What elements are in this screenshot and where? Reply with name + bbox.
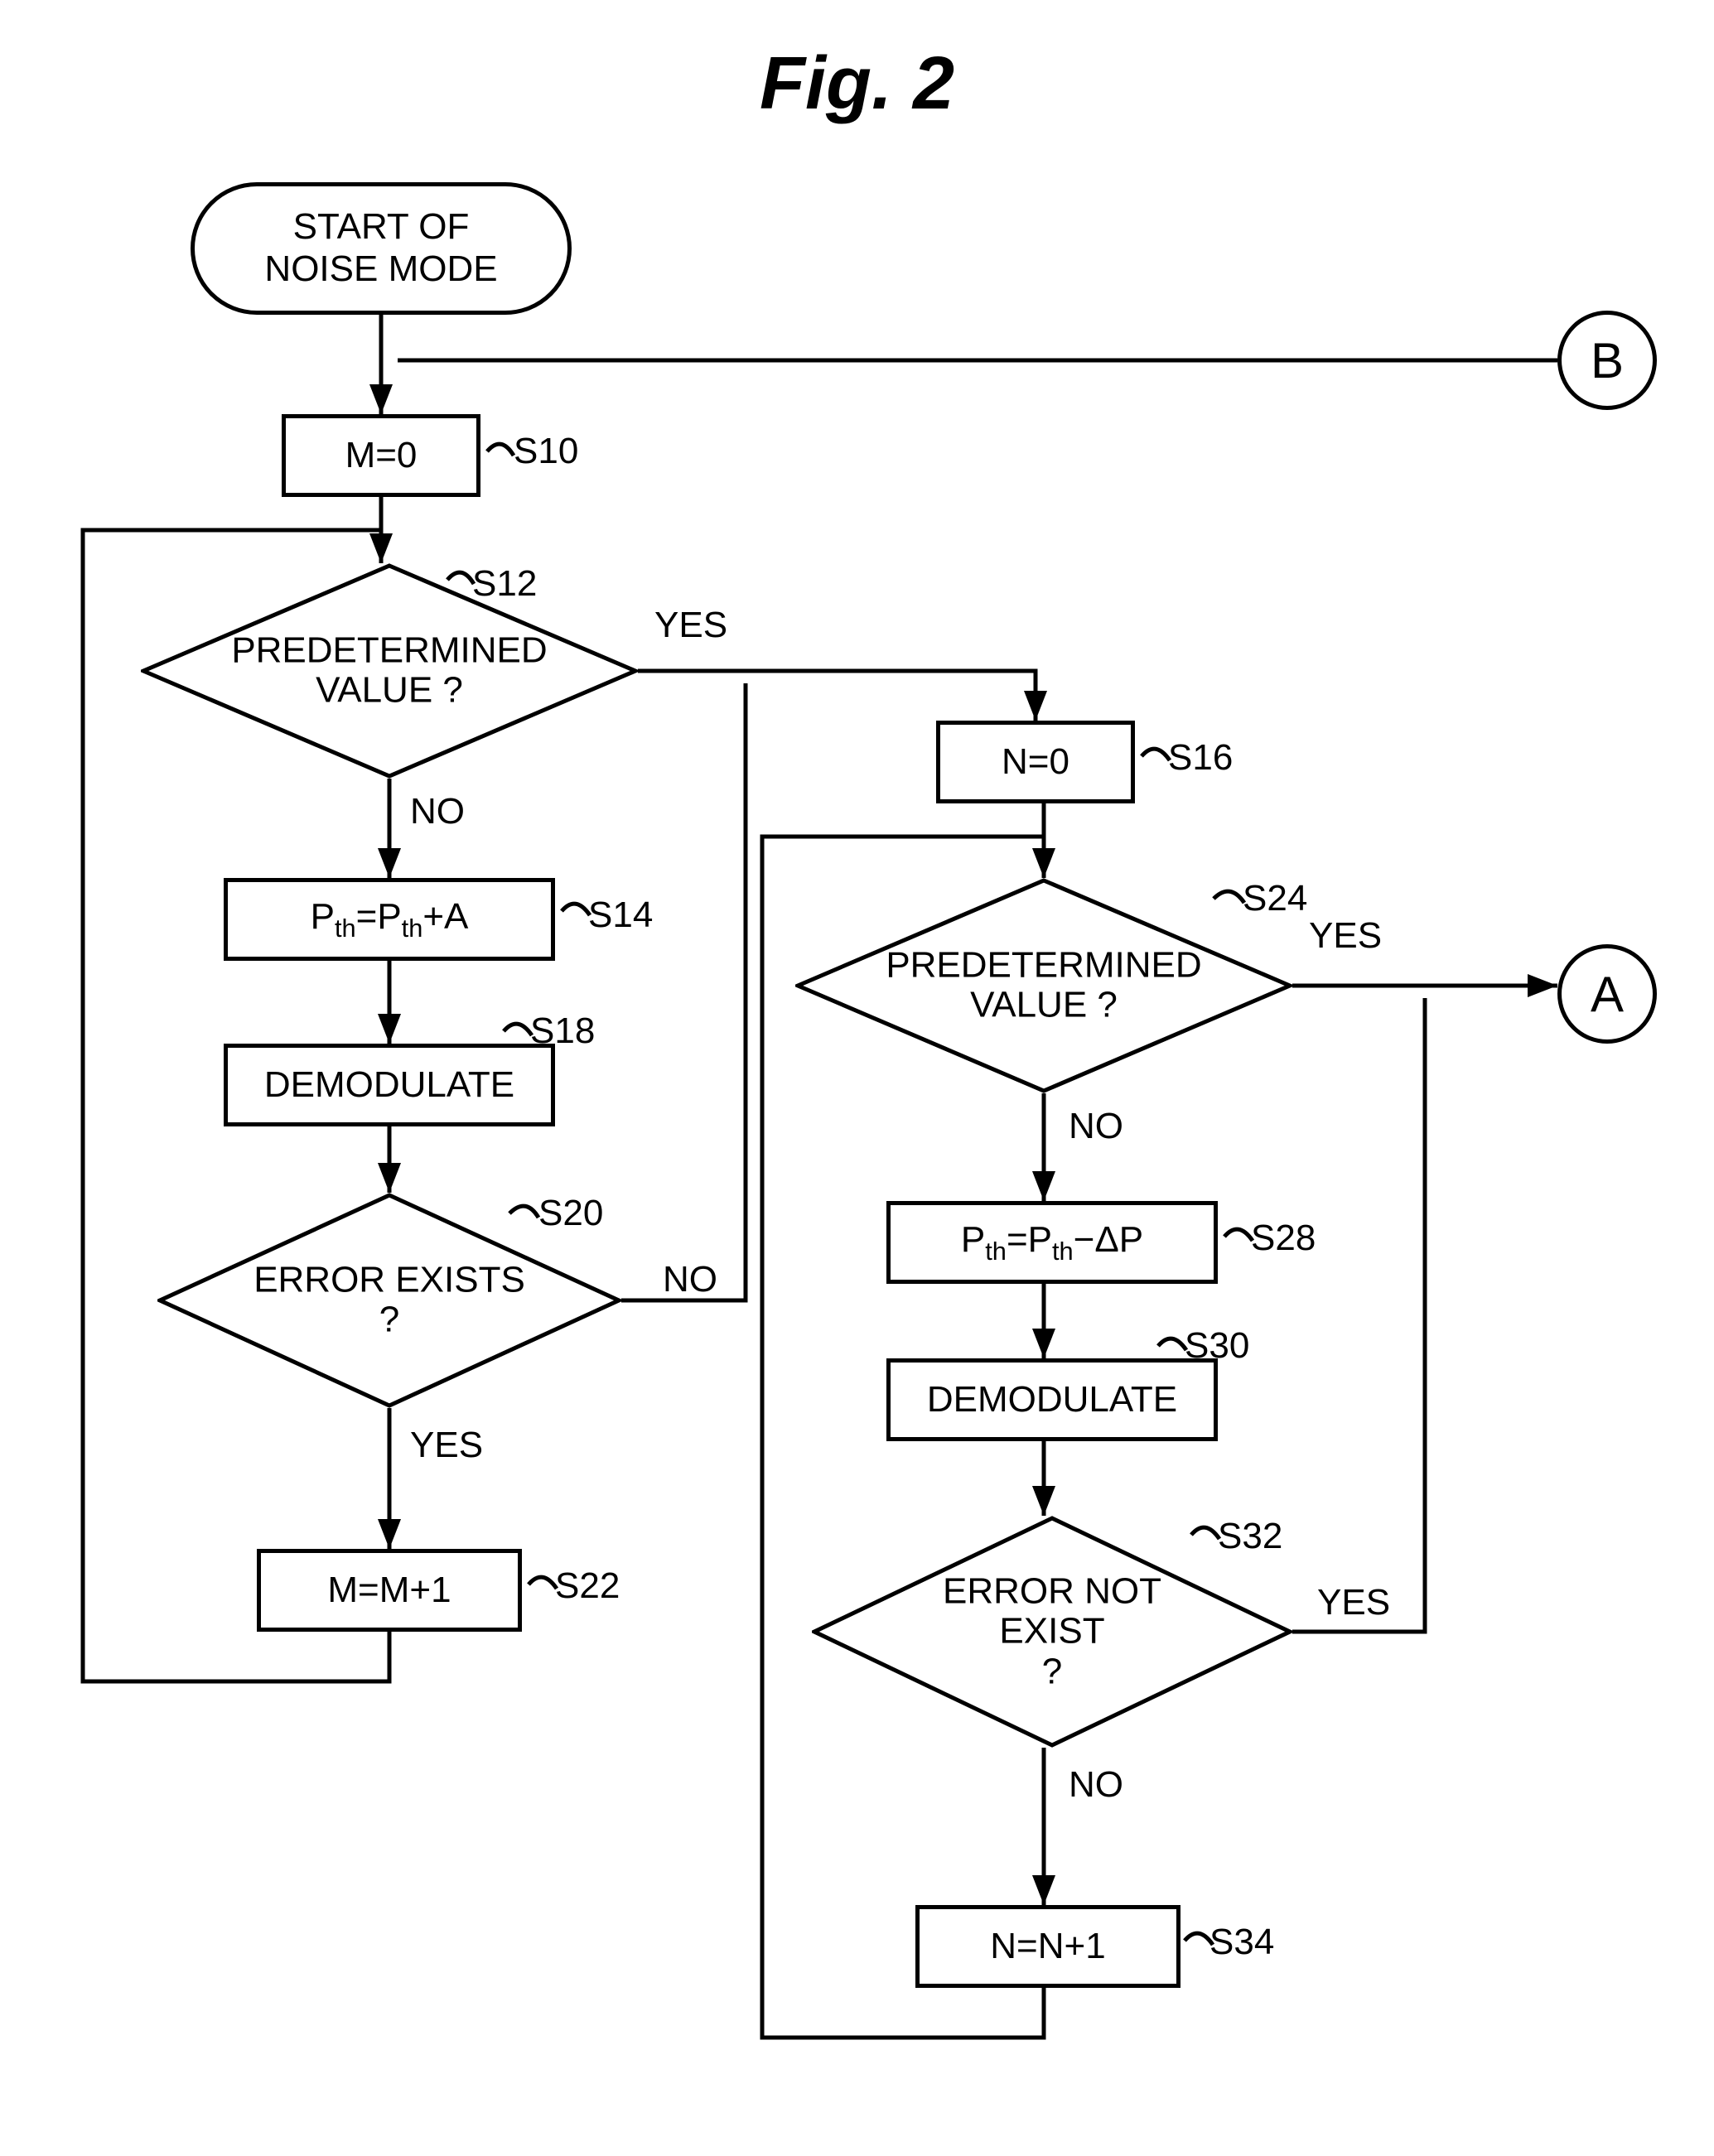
no-s32: NO [1069,1764,1123,1806]
node-start: START OFNOISE MODE [191,182,572,315]
node-s28: Pth=Pth−ΔP [886,1201,1218,1284]
arrow-e_s16_s24 [1032,848,1055,878]
node-s22: M=M+1 [257,1549,522,1632]
tag-s30: S30 [1185,1325,1249,1367]
no-s20: NO [663,1259,717,1300]
yes-s32: YES [1317,1582,1390,1623]
yes-s20: YES [410,1425,483,1466]
arrow-e_s20_yes_s22 [378,1519,401,1549]
node-connB: B [1557,311,1657,410]
tag-s16: S16 [1168,737,1233,779]
flowchart-canvas: Fig. 2 START OFNOISE MODE M=0 PREDETERMINE… [0,0,1714,2156]
arrow-e_s10_s12 [369,533,393,563]
tag-leader [1142,749,1170,760]
node-s30: DEMODULATE [886,1358,1218,1441]
tag-s10: S10 [514,431,578,472]
tag-s32: S32 [1218,1516,1282,1557]
no-s24: NO [1069,1106,1123,1147]
tag-leader [562,904,590,915]
tag-s20: S20 [538,1193,603,1234]
tag-s18: S18 [530,1010,595,1052]
arrow-e_s30_s32 [1032,1486,1055,1516]
node-s34: N=N+1 [915,1905,1180,1988]
arrow-e_s12_no_s14 [378,848,401,878]
node-s18: DEMODULATE [224,1044,555,1126]
tag-leader [529,1577,557,1589]
yes-s24: YES [1309,915,1382,957]
node-s12: PREDETERMINEDVALUE ? [141,563,638,779]
tag-leader [1224,1229,1253,1241]
arrow-e_start_s10 [369,384,393,414]
no-s12: NO [410,791,465,832]
arrow-e_s12_yes_s16 [1024,691,1047,721]
tag-leader [504,1024,532,1035]
tag-leader [1158,1338,1186,1350]
tag-s12: S12 [472,563,537,605]
arrow-e_s24_yes_a [1528,974,1557,997]
tag-s22: S22 [555,1565,620,1607]
edge-e_s12_yes_s16 [638,671,1036,721]
node-s16: N=0 [936,721,1135,803]
tag-s14: S14 [588,895,653,936]
node-s10: M=0 [282,414,480,497]
yes-s12: YES [654,605,727,646]
arrow-e_s28_s30 [1032,1329,1055,1358]
node-connA: A [1557,944,1657,1044]
arrow-e_s14_s18 [378,1014,401,1044]
node-s14: Pth=Pth+A [224,878,555,961]
arrow-e_s24_no_s28 [1032,1171,1055,1201]
node-s24: PREDETERMINEDVALUE ? [795,878,1292,1093]
tag-s24: S24 [1243,878,1307,919]
figure-title: Fig. 2 [760,41,954,127]
tag-leader [487,444,514,456]
arrow-e_s32_no_s34 [1032,1875,1055,1905]
tag-leader [1185,1933,1213,1945]
arrow-e_s18_s20 [378,1163,401,1193]
edge-e_s20_no [621,683,746,1300]
tag-s34: S34 [1209,1922,1274,1963]
edge-e_s32_yes [1292,998,1425,1632]
tag-s28: S28 [1251,1218,1316,1259]
